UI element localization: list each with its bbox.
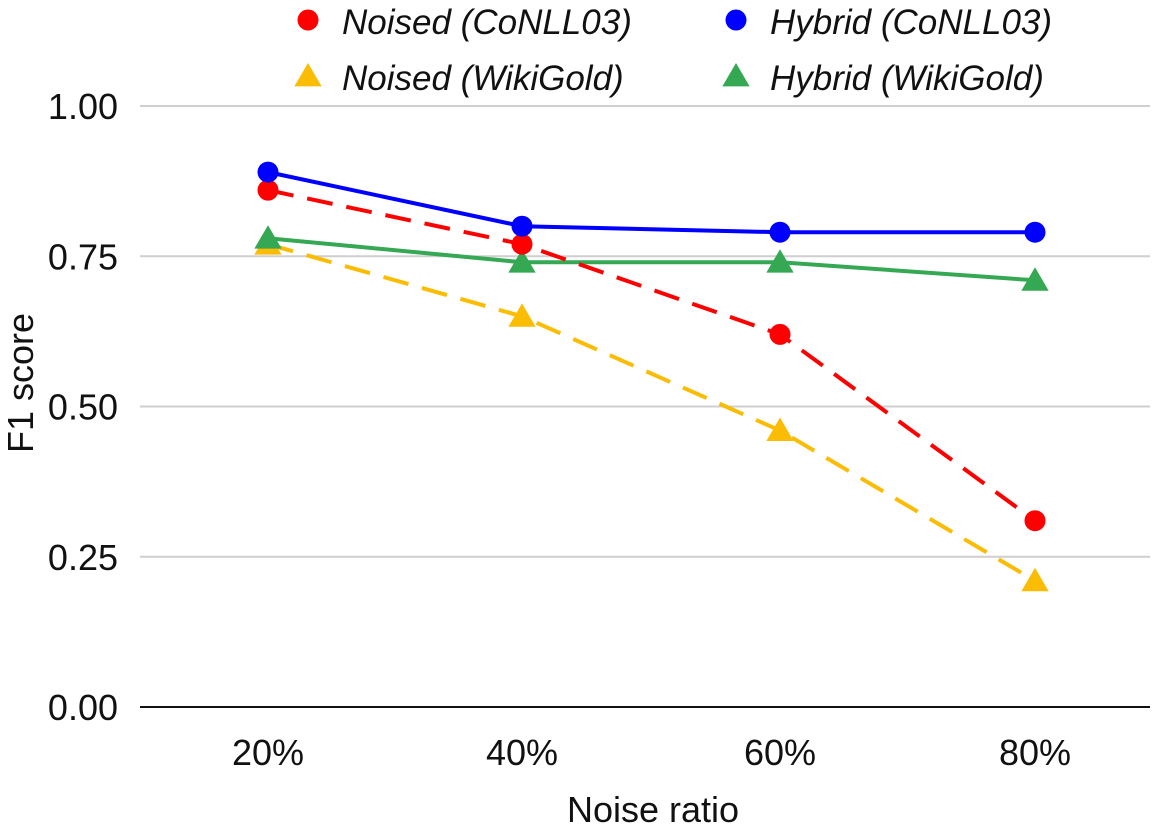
data-point xyxy=(769,323,791,345)
data-point xyxy=(511,233,533,255)
legend-marker xyxy=(725,9,747,31)
data-point xyxy=(511,215,533,237)
data-point xyxy=(1024,510,1046,532)
x-tick-label: 20% xyxy=(232,732,304,773)
data-point xyxy=(766,249,794,273)
x-tick-label: 40% xyxy=(486,732,558,773)
data-point xyxy=(766,417,794,441)
y-tick-labels: 0.00 0.25 0.50 0.75 1.00 xyxy=(48,86,118,728)
y-tick-label: 1.00 xyxy=(48,86,118,127)
legend-label: Hybrid (WikiGold) xyxy=(770,59,1044,98)
x-tick-label: 80% xyxy=(999,732,1071,773)
data-point xyxy=(257,161,279,183)
legend-item: Hybrid (CoNLL03) xyxy=(725,3,1052,42)
series-line xyxy=(267,170,1035,235)
data-point xyxy=(1021,267,1049,291)
data-point xyxy=(508,249,536,273)
series-lines xyxy=(267,170,1037,583)
legend-marker xyxy=(294,63,322,87)
y-axis-label: F1 score xyxy=(0,313,41,453)
data-point xyxy=(1021,567,1049,592)
series-line xyxy=(267,188,1037,523)
data-point xyxy=(254,225,282,249)
data-point xyxy=(1024,221,1046,243)
x-axis-label: Noise ratio xyxy=(567,789,739,827)
legend-marker xyxy=(297,9,319,31)
x-tick-label: 60% xyxy=(744,732,816,773)
x-tick-labels: 20% 40% 60% 80% xyxy=(232,732,1071,773)
data-point xyxy=(257,179,279,201)
series-line xyxy=(267,242,1037,583)
legend-item: Noised (CoNLL03) xyxy=(297,3,632,42)
legend: Noised (CoNLL03) Hybrid (CoNLL03) Noised (… xyxy=(294,3,1052,98)
data-point xyxy=(769,221,791,243)
legend-label: Noised (CoNLL03) xyxy=(342,3,632,42)
legend-item: Noised (WikiGold) xyxy=(294,59,624,98)
y-tick-label: 0.75 xyxy=(48,236,118,277)
series-markers xyxy=(254,161,1049,592)
y-tick-label: 0.50 xyxy=(48,387,118,428)
legend-label: Noised (WikiGold) xyxy=(342,59,624,98)
data-point xyxy=(508,303,536,327)
legend-item: Hybrid (WikiGold) xyxy=(722,59,1044,98)
legend-label: Hybrid (CoNLL03) xyxy=(770,3,1052,42)
legend-marker xyxy=(722,63,750,87)
y-tick-label: 0.00 xyxy=(48,687,118,728)
y-tick-label: 0.25 xyxy=(48,537,118,578)
series-line xyxy=(267,236,1036,283)
